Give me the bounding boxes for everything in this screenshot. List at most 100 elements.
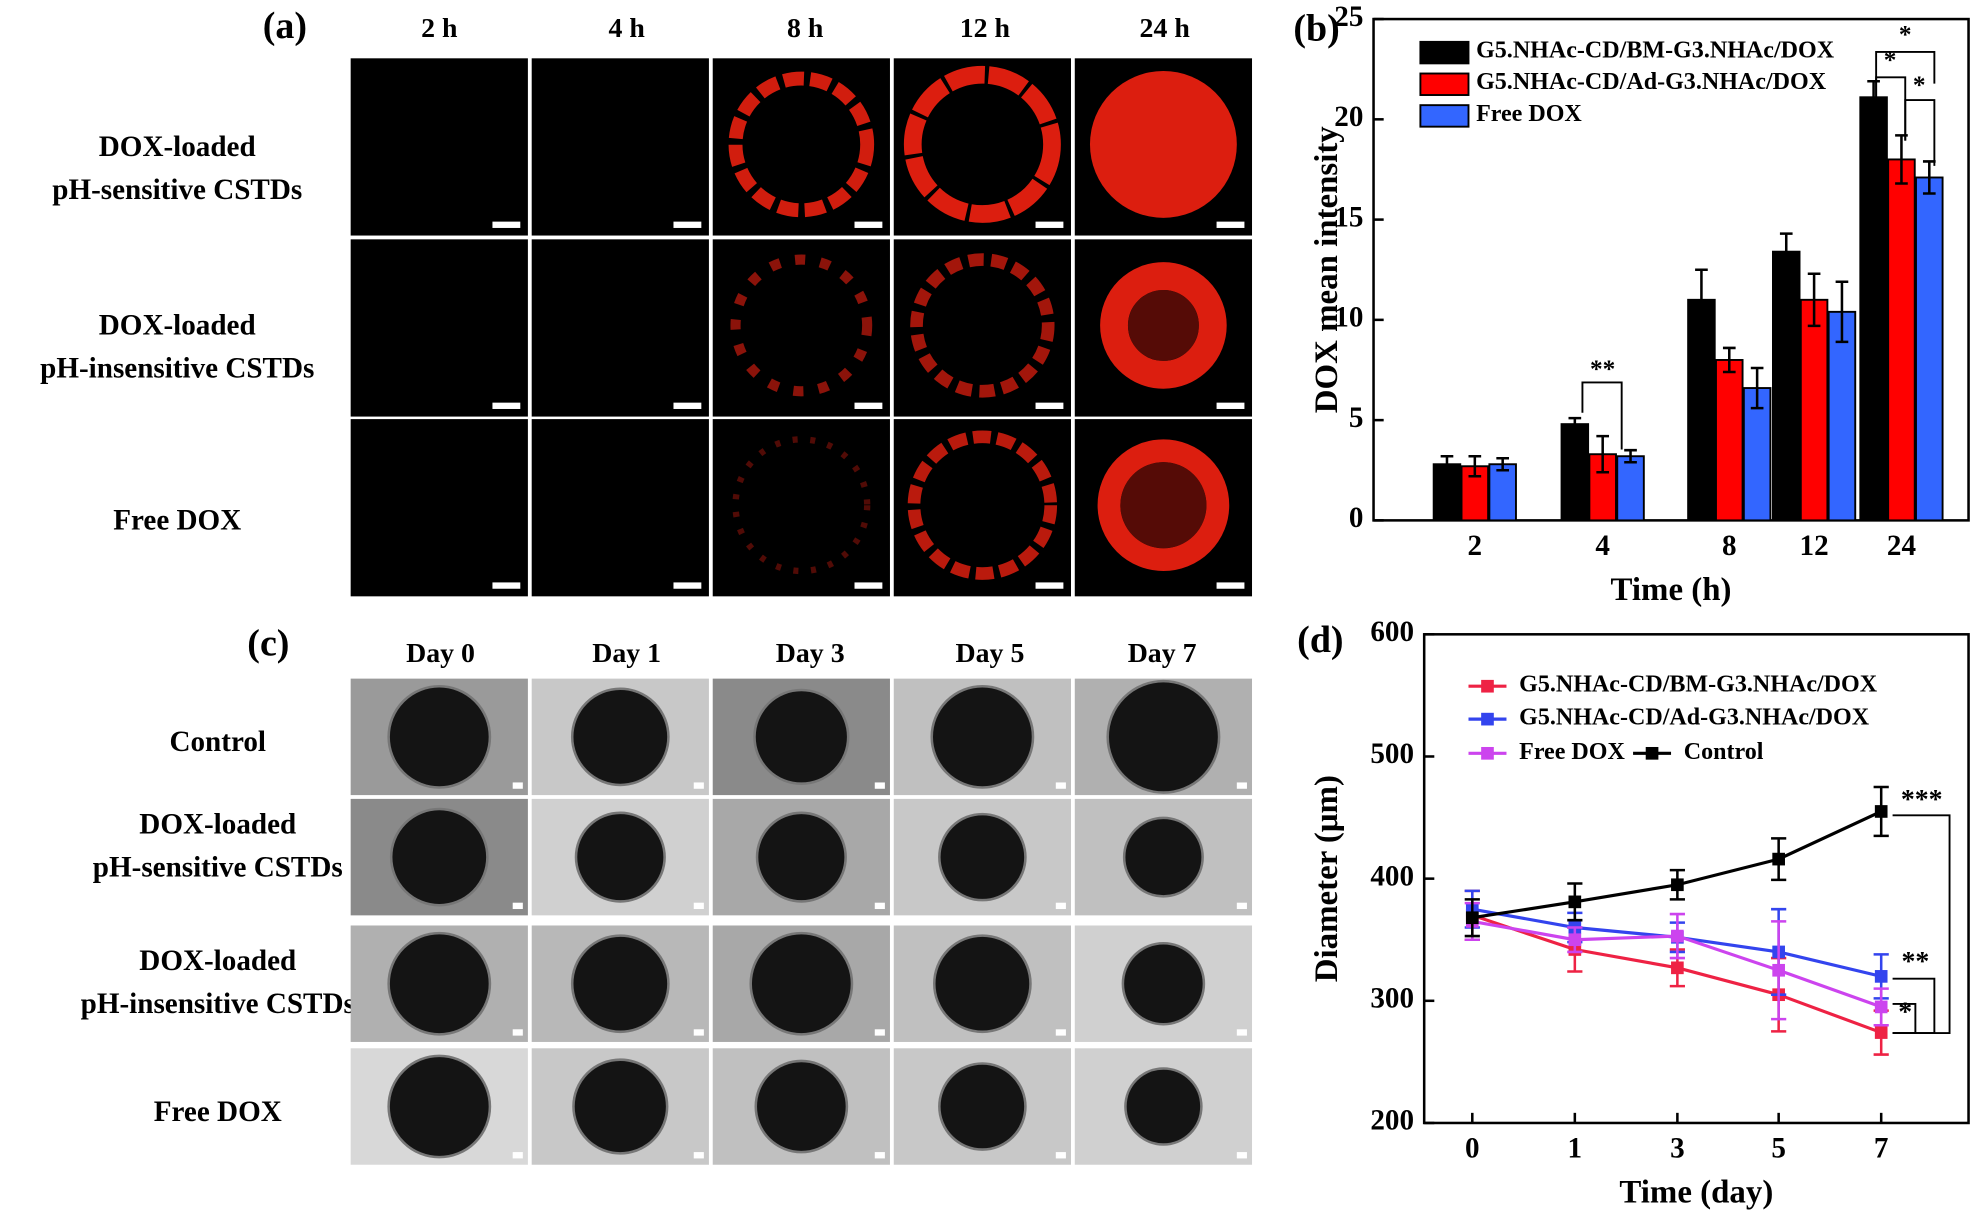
legend-label: Control bbox=[1684, 739, 1764, 765]
y-tick-label: 10 bbox=[1334, 302, 1363, 334]
spheroid bbox=[730, 254, 873, 397]
spheroid bbox=[749, 931, 854, 1036]
legend-label: G5.NHAc-CD/Ad-G3.NHAc/DOX bbox=[1519, 705, 1870, 731]
bar bbox=[1687, 298, 1716, 522]
scale-bar bbox=[1055, 1152, 1066, 1159]
spheroid-core bbox=[1127, 289, 1199, 361]
marker bbox=[1874, 1000, 1888, 1014]
row-label: pH-sensitive CSTDs bbox=[52, 174, 302, 206]
spheroid bbox=[938, 812, 1027, 902]
spheroid bbox=[754, 1059, 849, 1154]
row-label: Control bbox=[169, 726, 266, 758]
marker bbox=[1772, 963, 1785, 977]
legend-marker bbox=[1645, 746, 1659, 760]
x-tick-label: 1 bbox=[1568, 1133, 1583, 1165]
error-bar bbox=[1568, 416, 1582, 432]
legend-marker bbox=[1481, 679, 1494, 693]
row-label: DOX-loaded bbox=[99, 310, 256, 342]
bar bbox=[1915, 176, 1944, 522]
y-tick-label: 20 bbox=[1334, 101, 1363, 133]
column-header: 4 h bbox=[608, 13, 645, 44]
scale-bar bbox=[874, 902, 885, 910]
error-bar bbox=[1722, 346, 1736, 374]
significance-bracket bbox=[1892, 1003, 1917, 1035]
x-tick-label: 24 bbox=[1887, 530, 1917, 562]
column-header: Day 0 bbox=[406, 638, 475, 669]
fluorescence-image bbox=[350, 239, 528, 417]
scale-bar bbox=[693, 1029, 704, 1036]
annotation: ** bbox=[1901, 946, 1929, 977]
spheroid bbox=[1124, 1067, 1203, 1146]
annotation: * bbox=[1898, 996, 1912, 1027]
scale-bar bbox=[1236, 782, 1247, 789]
bar bbox=[1616, 455, 1645, 522]
bar bbox=[1887, 158, 1916, 522]
marker bbox=[1772, 852, 1785, 866]
x-tick-label: 8 bbox=[1722, 530, 1737, 562]
scale-bar bbox=[492, 221, 521, 228]
significance-bracket bbox=[1904, 99, 1936, 166]
column-header: 2 h bbox=[421, 13, 458, 44]
bar bbox=[1742, 387, 1772, 522]
column-header: 24 h bbox=[1140, 13, 1191, 44]
error-bar bbox=[1695, 268, 1708, 332]
fluorescence-image bbox=[531, 419, 709, 597]
spheroid bbox=[938, 1062, 1027, 1151]
significance-bracket bbox=[1581, 381, 1623, 450]
spheroid bbox=[1100, 262, 1227, 389]
scale-bar bbox=[854, 221, 883, 228]
marker bbox=[1568, 933, 1582, 947]
error-bar bbox=[1807, 272, 1821, 328]
x-axis-label: Time (h) bbox=[1611, 572, 1732, 608]
legend-marker bbox=[1481, 712, 1494, 726]
marker bbox=[1671, 929, 1684, 943]
y-tick-label: 300 bbox=[1370, 982, 1414, 1014]
x-tick-label: 5 bbox=[1771, 1133, 1786, 1165]
scale-bar bbox=[1035, 582, 1064, 589]
spheroid bbox=[1106, 679, 1221, 794]
y-tick-label: 0 bbox=[1349, 502, 1364, 534]
y-tick-label: 15 bbox=[1334, 201, 1363, 233]
marker bbox=[1874, 1026, 1888, 1039]
legend-marker bbox=[1481, 746, 1494, 760]
scale-bar bbox=[874, 782, 885, 789]
scale-bar bbox=[1236, 1152, 1247, 1159]
scale-bar bbox=[1216, 402, 1245, 409]
bar bbox=[1715, 359, 1744, 522]
y-tick-label: 500 bbox=[1370, 738, 1414, 770]
fluorescence-image bbox=[893, 419, 1071, 597]
scale-bar bbox=[1035, 221, 1064, 228]
marker bbox=[1671, 961, 1684, 975]
row-label: pH-insensitive CSTDs bbox=[81, 988, 355, 1020]
scale-bar bbox=[673, 582, 702, 589]
panel-label: (c) bbox=[247, 623, 289, 665]
y-axis-label: Diameter (μm) bbox=[1309, 775, 1345, 982]
spheroid bbox=[1121, 941, 1206, 1026]
scale-bar bbox=[1035, 402, 1064, 409]
bar bbox=[1432, 463, 1462, 522]
scale-bar bbox=[874, 1152, 885, 1159]
legend-label: Free DOX bbox=[1519, 739, 1625, 765]
scale-bar bbox=[854, 582, 883, 589]
error-bar bbox=[1624, 448, 1637, 464]
scale-bar bbox=[1055, 1029, 1066, 1036]
x-tick-label: 2 bbox=[1468, 530, 1483, 562]
spheroid bbox=[732, 436, 871, 575]
column-header: 12 h bbox=[960, 13, 1011, 44]
scale-bar bbox=[1236, 902, 1247, 910]
legend-swatch bbox=[1419, 104, 1470, 128]
column-header: 8 h bbox=[787, 13, 824, 44]
scale-bar bbox=[1055, 902, 1066, 910]
spheroid bbox=[570, 934, 670, 1034]
scale-bar bbox=[512, 1029, 523, 1036]
scale-bar bbox=[1216, 582, 1245, 589]
scale-bar bbox=[512, 902, 523, 910]
spheroid bbox=[387, 684, 492, 789]
annotation: * bbox=[1884, 46, 1897, 74]
spheroid bbox=[753, 688, 850, 785]
error-bar bbox=[1496, 456, 1510, 472]
spheroid bbox=[907, 430, 1058, 580]
scale-bar bbox=[512, 782, 523, 789]
spheroid-core bbox=[1120, 462, 1207, 549]
